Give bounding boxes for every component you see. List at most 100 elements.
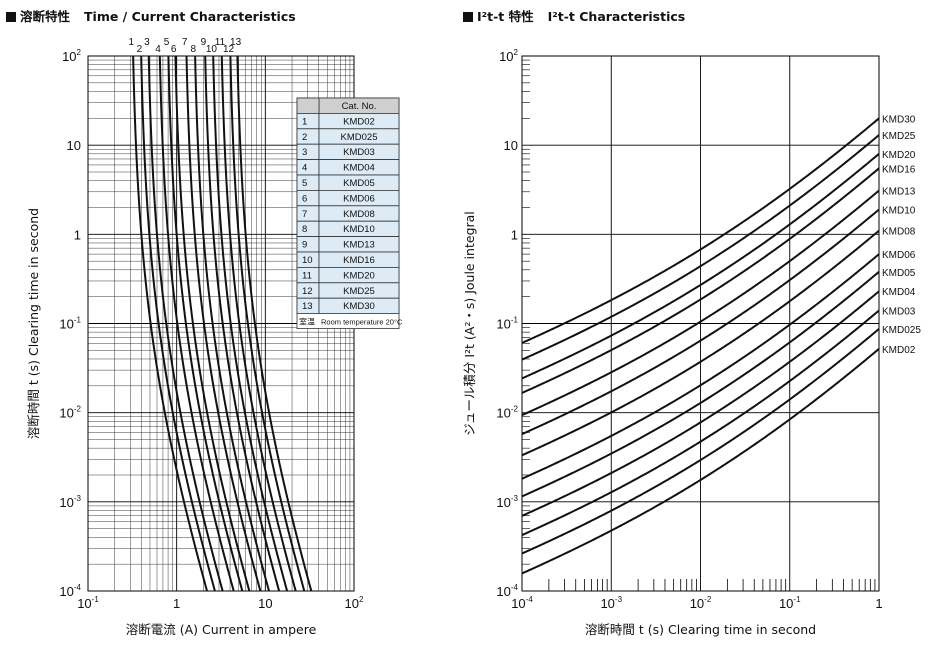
series-line-KMD20 <box>521 153 880 380</box>
series-label: KMD02 <box>882 345 916 356</box>
y-tick-label: 10-3 <box>496 494 518 510</box>
curve-number-label: 2 <box>137 44 143 55</box>
series-label: KMD25 <box>882 131 916 142</box>
series-line-KMD10 <box>521 208 880 435</box>
table-row-catno: KMD10 <box>343 224 375 235</box>
right-title-en: I²t-t Characteristics <box>547 9 686 24</box>
series-line-KMD02 <box>521 348 880 575</box>
curve-number-label: 8 <box>190 44 196 55</box>
table-row-number: 4 <box>302 163 307 174</box>
table-row-number: 6 <box>302 193 307 204</box>
table-row-catno: KMD02 <box>343 116 375 127</box>
curve-number-label: 7 <box>182 37 188 48</box>
series-line-8 <box>194 55 270 592</box>
y-tick-label: 102 <box>62 48 81 64</box>
series-line-KMD16 <box>521 167 880 394</box>
x-axis-title: 溶断時間 t (s) Clearing time in second <box>585 622 816 637</box>
table-row-number: 5 <box>302 178 307 189</box>
x-tick-label: 10-3 <box>600 595 622 611</box>
y-tick-label: 10 <box>67 138 81 153</box>
series-line-12 <box>229 55 306 592</box>
right-title-jp: I²t-t 特性 <box>477 9 534 24</box>
series-line-6 <box>174 55 251 592</box>
curve-number-label: 12 <box>223 44 235 55</box>
series-label: KMD10 <box>882 205 916 216</box>
series-line-KMD25 <box>521 134 880 361</box>
series-label: KMD03 <box>882 306 916 317</box>
curve-number-label: 4 <box>155 44 161 55</box>
table-footnote-jp: 室温 <box>299 317 315 327</box>
series-label: KMD04 <box>882 287 916 298</box>
table-row-number: 7 <box>302 209 307 220</box>
table-row-number: 10 <box>302 255 313 266</box>
y-tick-label: 10-4 <box>496 583 518 599</box>
series-label: KMD08 <box>882 227 916 238</box>
series-line-KMD03 <box>521 309 880 536</box>
x-axis-title: 溶断電流 (A) Current in ampere <box>126 622 317 637</box>
curve-number-label: 3 <box>144 37 150 48</box>
x-tick-label: 10 <box>258 596 272 611</box>
y-tick-label: 1 <box>511 227 518 242</box>
series-line-KMD025 <box>521 328 880 555</box>
table-cell <box>318 297 400 315</box>
y-tick-label: 10 <box>504 138 518 153</box>
series-label: KMD16 <box>882 164 916 175</box>
series-line-1 <box>132 55 208 592</box>
series-line-4 <box>158 55 235 592</box>
square-bullet-icon <box>6 12 16 22</box>
table-row-catno: KMD08 <box>343 209 375 220</box>
catalog-table: Cat. No. 1 KMD02 2 KMD025 3 KMD03 4 KMD04 5 KMD05 6… <box>296 97 403 330</box>
series-line-13 <box>236 55 313 592</box>
curve-number-label: 10 <box>206 44 218 55</box>
x-tick-label: 1 <box>173 596 180 611</box>
series-line-KMD06 <box>521 253 880 480</box>
y-tick-label: 1 <box>74 227 81 242</box>
y-tick-label: 10-1 <box>59 316 81 332</box>
x-tick-label: 102 <box>345 595 364 611</box>
left-title-en: Time / Current Characteristics <box>84 9 296 24</box>
curve-number-label: 9 <box>201 37 207 48</box>
table-row-number: 3 <box>302 147 307 158</box>
table-row-number: 11 <box>302 270 312 281</box>
series-line-10 <box>212 55 289 592</box>
series-label: KMD20 <box>882 150 916 161</box>
table-row-catno: KMD05 <box>343 178 375 189</box>
y-tick-label: 10-1 <box>496 316 518 332</box>
x-tick-label: 10-4 <box>511 595 533 611</box>
series-line-KMD04 <box>521 290 880 517</box>
left-chart-title: 溶断特性 Time / Current Characteristics <box>6 6 296 25</box>
table-row-number: 9 <box>302 240 307 251</box>
x-tick-label: 10-2 <box>690 595 712 611</box>
plot-frame <box>521 55 880 592</box>
table-row-catno: KMD20 <box>343 270 375 281</box>
table-row-catno: KMD04 <box>343 163 375 174</box>
x-tick-label: 1 <box>875 596 882 611</box>
table-row-number: 13 <box>302 301 313 312</box>
table-row-number: 2 <box>302 132 307 143</box>
y-axis-title: 溶断時間 t (s) Clearing time in second <box>26 208 41 439</box>
series-label: KMD05 <box>882 268 916 279</box>
table-row-catno: KMD03 <box>343 147 375 158</box>
series-line-KMD13 <box>521 189 880 417</box>
series-group <box>132 55 313 592</box>
y-tick-label: 10-4 <box>59 583 81 599</box>
table-row-number: 12 <box>302 286 313 297</box>
curve-number-label: 13 <box>230 37 242 48</box>
square-bullet-icon <box>463 12 473 22</box>
table-row-catno: KMD16 <box>343 255 375 266</box>
series-line-2 <box>140 55 216 592</box>
grid-lines <box>87 55 355 592</box>
right-chart-title: I²t-t 特性 I²t-t Characteristics <box>463 6 685 25</box>
y-axis-title: ジュール積分 I²t (A²・s) Joule integral <box>462 211 477 436</box>
series-label: KMD06 <box>882 250 916 261</box>
table-header-label: Cat. No. <box>342 101 377 112</box>
table-row-catno: KMD13 <box>343 240 375 251</box>
series-line-3 <box>147 55 224 592</box>
series-line-KMD30 <box>521 117 880 344</box>
y-tick-label: 102 <box>499 48 518 64</box>
series-label: KMD13 <box>882 187 916 198</box>
table-row-number: 8 <box>302 224 307 235</box>
series-group <box>521 117 880 575</box>
